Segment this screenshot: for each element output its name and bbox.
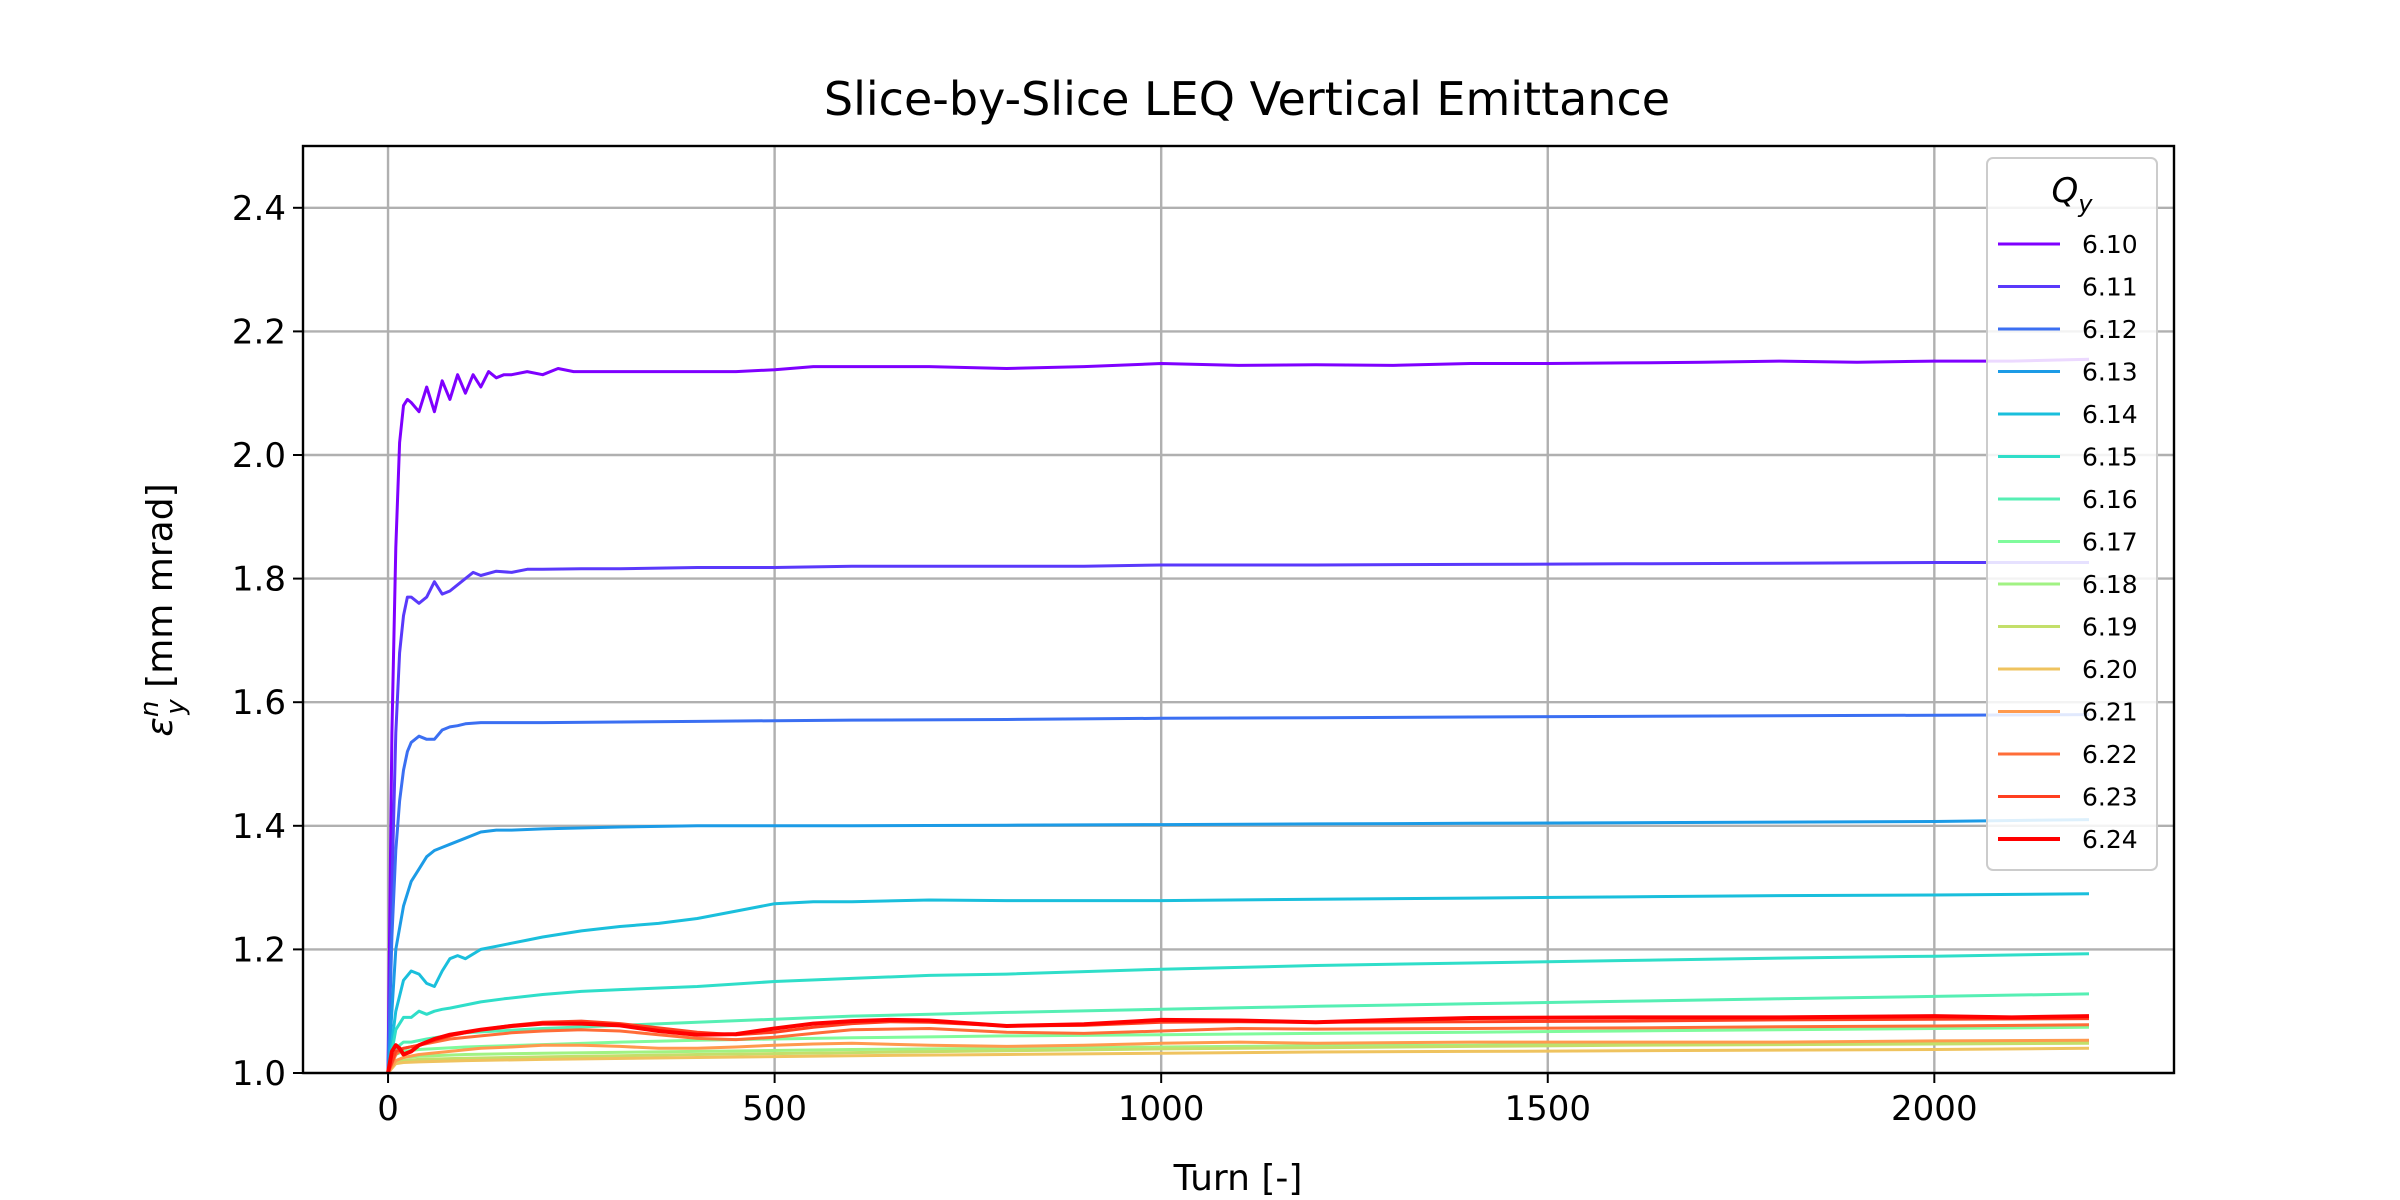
legend-items: 6.10 6.11 6.12 6.13 6.14 6.15 6.16 6.17 6.18 6.19… bbox=[1998, 230, 2138, 854]
legend-label-6.16: 6.16 bbox=[2082, 485, 2138, 514]
series-line-6.17 bbox=[386, 1025, 2090, 1074]
legend-label-6.14: 6.14 bbox=[2082, 400, 2138, 429]
series-group bbox=[386, 357, 2090, 1074]
legend-label-6.19: 6.19 bbox=[2082, 613, 2138, 642]
legend-label-6.10: 6.10 bbox=[2082, 230, 2138, 259]
legend-label-6.17: 6.17 bbox=[2082, 528, 2138, 557]
legend-label-6.20: 6.20 bbox=[2082, 655, 2138, 684]
x-tick-label: 1500 bbox=[1504, 1089, 1591, 1129]
series-line-6.22 bbox=[386, 1023, 2090, 1074]
series-line-6.19 bbox=[386, 1041, 2090, 1074]
grid bbox=[303, 146, 2174, 1075]
series-line-6.13 bbox=[386, 818, 2090, 1074]
chart-title: Slice-by-Slice LEQ Vertical Emittance bbox=[824, 72, 1670, 126]
legend-label-6.18: 6.18 bbox=[2082, 570, 2138, 599]
legend-label-6.23: 6.23 bbox=[2082, 783, 2138, 812]
legend-box bbox=[1986, 157, 2158, 871]
series-line-6.15 bbox=[386, 952, 2090, 1074]
y-axis-label-symbol: ε bbox=[140, 717, 181, 736]
series-line-6.16 bbox=[386, 992, 2090, 1074]
legend-label-6.15: 6.15 bbox=[2082, 443, 2138, 472]
x-tick-label: 0 bbox=[377, 1089, 399, 1129]
legend-title: Qy bbox=[2052, 171, 2094, 218]
y-tick-label: 1.6 bbox=[232, 683, 286, 723]
series-line-6.14 bbox=[386, 892, 2090, 1074]
y-tick-label: 2.4 bbox=[232, 189, 286, 229]
y-tick-label: 2.0 bbox=[232, 436, 286, 476]
y-axis-label: εny [mm mrad] bbox=[135, 483, 191, 736]
series-line-6.10 bbox=[386, 357, 2090, 1074]
series-line-6.21 bbox=[386, 1038, 2090, 1074]
legend-label-6.21: 6.21 bbox=[2082, 698, 2138, 727]
legend-label-6.12: 6.12 bbox=[2082, 315, 2138, 344]
y-axis: 1.0 1.2 1.4 1.6 1.8 2.0 2.2 2.4 bbox=[232, 189, 303, 1094]
series-line-6.12 bbox=[386, 713, 2090, 1074]
series-line-6.20 bbox=[386, 1046, 2090, 1074]
x-tick-label: 1000 bbox=[1118, 1089, 1205, 1129]
legend-label-6.22: 6.22 bbox=[2082, 740, 2138, 769]
series-line-6.24 bbox=[386, 1014, 2090, 1074]
legend-label-6.11: 6.11 bbox=[2082, 273, 2138, 302]
legend-title-sub: y bbox=[2077, 190, 2093, 218]
y-axis-label-sup: n bbox=[135, 701, 165, 717]
legend: Qy 6.106.116.126.136.146.156.166.176.186… bbox=[1986, 157, 2158, 871]
y-tick-label: 1.0 bbox=[232, 1054, 286, 1094]
x-tick-label: 500 bbox=[742, 1089, 807, 1129]
legend-label-6.13: 6.13 bbox=[2082, 358, 2138, 387]
x-tick-label: 2000 bbox=[1891, 1089, 1978, 1129]
series-line-6.11 bbox=[386, 561, 2089, 1074]
y-tick-label: 1.4 bbox=[232, 807, 286, 847]
x-axis-label: Turn [-] bbox=[1173, 1158, 1303, 1199]
plot-frame bbox=[301, 144, 2176, 1075]
legend-title-main: Q bbox=[2052, 171, 2079, 211]
y-axis-label-sub: y bbox=[161, 699, 191, 716]
x-axis: 0 500 1000 1500 2000 bbox=[377, 1073, 1978, 1129]
y-tick-label: 1.2 bbox=[232, 930, 286, 970]
y-axis-label-unit: [mm mrad] bbox=[140, 483, 181, 699]
y-tick-label: 1.8 bbox=[232, 560, 286, 600]
legend-label-6.24: 6.24 bbox=[2082, 825, 2138, 854]
y-tick-label: 2.2 bbox=[232, 312, 286, 352]
